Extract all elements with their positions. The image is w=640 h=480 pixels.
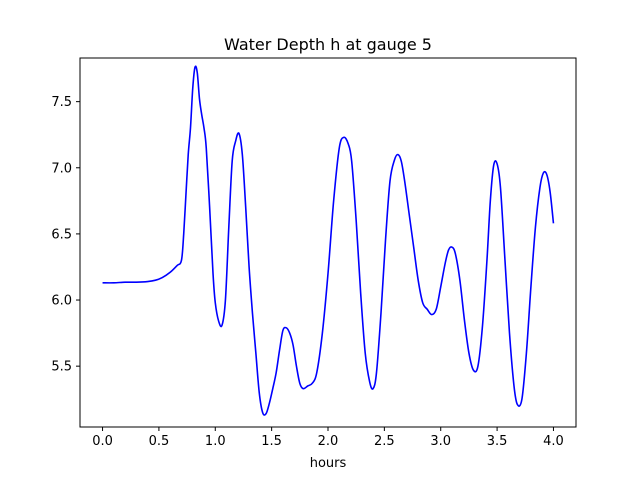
x-axis-ticks: 0.0 0.5 1.0 1.5 2.0 2.5 3.0 3.5 4.0: [92, 427, 564, 449]
y-tick-label: 6.0: [51, 294, 72, 309]
x-tick-label: 4.0: [543, 434, 564, 449]
y-tick-label: 7.0: [51, 161, 72, 176]
chart-title: Water Depth h at gauge 5: [224, 35, 432, 54]
axes-frame: [79, 57, 577, 428]
x-tick-label: 3.5: [487, 434, 508, 449]
x-tick-label: 1.5: [261, 434, 282, 449]
series-line: [102, 65, 555, 416]
y-tick-label: 6.5: [51, 227, 72, 242]
x-tick-label: 3.0: [430, 434, 451, 449]
plot-area: [102, 65, 555, 416]
y-tick-label: 7.5: [51, 95, 72, 110]
y-tick-label: 5.5: [51, 360, 72, 375]
y-axis-ticks: 5.5 6.0 6.5 7.0 7.5: [51, 95, 80, 375]
x-tick-label: 2.0: [318, 434, 339, 449]
x-tick-label: 0.0: [92, 434, 113, 449]
x-tick-label: 1.0: [205, 434, 226, 449]
x-tick-label: 0.5: [149, 434, 170, 449]
x-axis-label: hours: [310, 456, 347, 471]
x-tick-label: 2.5: [374, 434, 395, 449]
